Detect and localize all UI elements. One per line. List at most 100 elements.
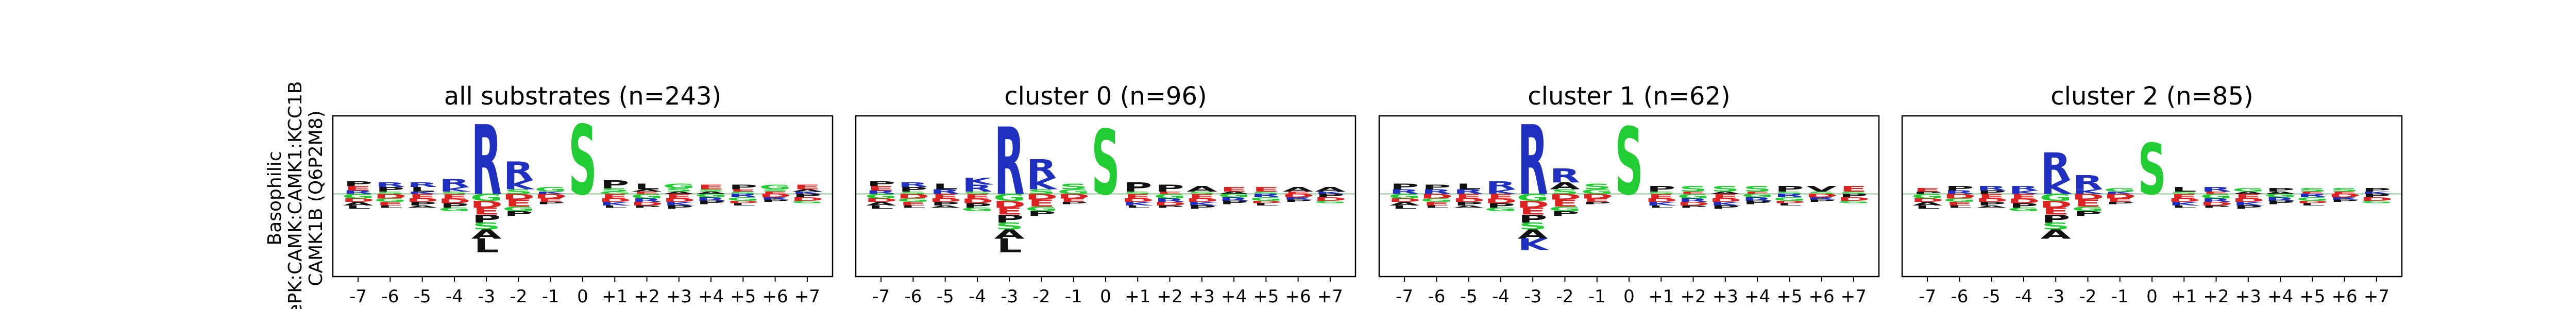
logo-letter-p: P — [899, 186, 927, 193]
logo-letter-r: R — [632, 198, 662, 203]
logo-letter-l: L — [410, 186, 435, 193]
logo-letter-g: G — [2296, 196, 2329, 202]
logo-letter-d: D — [2200, 201, 2232, 207]
row-label-line-3: CAMK1B (Q6P2M8) — [306, 110, 327, 286]
logo-letter-e: E — [932, 193, 959, 200]
logo-letter-p: P — [1977, 190, 2006, 195]
logo-letter-p: P — [793, 193, 822, 199]
x-tick-label: -6 — [1951, 286, 1968, 307]
logo-letter-d: D — [1516, 199, 1549, 210]
logo-letter-a: A — [1315, 186, 1346, 193]
logo-letter-p: P — [2362, 193, 2391, 199]
logo-letter-e: E — [996, 206, 1023, 217]
logo-letter-e: E — [2171, 193, 2197, 200]
logo-letter-p: P — [1123, 180, 1152, 195]
x-tick-label: 0 — [1623, 286, 1635, 307]
logo-letter-s: S — [2042, 221, 2070, 232]
logo-letter-e: E — [2299, 191, 2326, 195]
logo-letter-s: S — [2138, 130, 2166, 211]
logo-letter-e: E — [1946, 201, 1973, 207]
x-tick-label: -4 — [446, 286, 463, 307]
logo-letter-e: E — [633, 191, 660, 195]
logo-letter-e: E — [1189, 193, 1215, 200]
logo-letter-g: G — [1218, 193, 1250, 199]
logo-letter-s: S — [440, 191, 468, 195]
x-tick-label: -6 — [904, 286, 922, 307]
x-tick-label: 0 — [1100, 286, 1111, 307]
logo-letter-r: R — [1219, 196, 1249, 202]
logo-letter-k: K — [1315, 191, 1347, 195]
logo-letter-k: K — [2105, 191, 2137, 195]
logo-letter-a: A — [1710, 191, 1740, 195]
logo-letter-e: E — [1156, 191, 1183, 195]
logo-letter-p: P — [1027, 210, 1056, 217]
logo-letter-p: P — [995, 213, 1024, 226]
x-tick-label: +5 — [1253, 286, 1279, 307]
logo-letter-k: K — [1123, 201, 1155, 207]
logo-letter-p: P — [1059, 201, 1088, 205]
logo-letter-r: R — [439, 177, 470, 190]
logo-letter-s: S — [899, 191, 927, 195]
logo-letter-p: P — [2009, 202, 2038, 209]
logo-letter-a: A — [407, 205, 437, 209]
logo-letter-s: S — [995, 221, 1024, 232]
logo-letter-s: S — [1615, 108, 1643, 216]
logo-letter-a: A — [1976, 205, 2007, 209]
panel-frame — [332, 115, 834, 278]
logo-letter-p: P — [665, 204, 693, 210]
logo-letter-d: D — [470, 199, 502, 210]
x-tick-label: +1 — [1125, 286, 1150, 307]
logo-letter-l: L — [1777, 202, 1802, 206]
logo-letter-l: L — [1392, 204, 1417, 210]
logo-letter-e: E — [537, 198, 564, 203]
x-tick-label: -2 — [1556, 286, 1574, 307]
logo-letter-g: G — [599, 191, 631, 195]
x-tick-label: -3 — [1001, 286, 1018, 307]
logo-letter-g: G — [865, 193, 897, 200]
logo-letter-d: D — [2104, 193, 2136, 200]
logo-letter-d: D — [1581, 193, 1613, 200]
logo-letter-s: S — [1551, 188, 1579, 195]
logo-letter-e: E — [1028, 198, 1055, 209]
x-tick-label: -5 — [1460, 286, 1478, 307]
logo-letter-g: G — [897, 198, 929, 203]
x-tick-label: +1 — [2171, 286, 2197, 307]
logo-letter-d: D — [865, 198, 897, 203]
logo-letter-e: E — [1978, 193, 2005, 200]
logo-letter-l: L — [1947, 205, 1972, 209]
logo-letter-g: G — [2104, 187, 2136, 193]
logo-letter-r: R — [898, 181, 928, 188]
logo-letter-g: G — [1677, 193, 1709, 200]
logo-letter-p: P — [931, 201, 960, 207]
logo-letter-r: R — [696, 196, 726, 202]
logo-letter-g: G — [791, 200, 824, 204]
logo-letter-d: D — [1677, 201, 1709, 207]
logo-letter-k: K — [2073, 188, 2105, 195]
logo-letter-g: G — [1388, 193, 1421, 200]
logo-letter-r: R — [866, 190, 896, 195]
logo-letter-p: P — [1913, 191, 1942, 195]
x-tick-label: -2 — [1033, 286, 1050, 307]
logo-letter-s: S — [2298, 187, 2327, 193]
logo-letter-p: P — [408, 201, 437, 207]
x-tick-label: +5 — [2299, 286, 2325, 307]
x-tick-label: -5 — [414, 286, 431, 307]
logo-letter-r: R — [760, 197, 790, 200]
logo-letter-s: S — [729, 191, 757, 195]
x-tick-label: -7 — [1919, 286, 1936, 307]
logo-letter-k: K — [664, 201, 696, 207]
logo-letter-p: P — [1679, 205, 1708, 209]
logo-letter-k: K — [1646, 201, 1678, 207]
x-tick-label: -3 — [1524, 286, 1541, 307]
logo-letter-d: D — [438, 197, 470, 204]
logo-letter-s: S — [568, 106, 597, 217]
logo-letter-d: D — [2168, 198, 2200, 203]
logo-letter-r: R — [2041, 145, 2071, 190]
logo-letter-d: D — [2039, 199, 2072, 210]
logo-letter-p: P — [440, 202, 469, 209]
panel-title: cluster 2 (n=85) — [2050, 82, 2253, 111]
logo-letter-p: P — [1945, 184, 1974, 192]
logo-letter-s: S — [1647, 191, 1675, 195]
logo-letter-g: G — [2008, 207, 2040, 212]
logo-letter-r: R — [2265, 196, 2296, 202]
